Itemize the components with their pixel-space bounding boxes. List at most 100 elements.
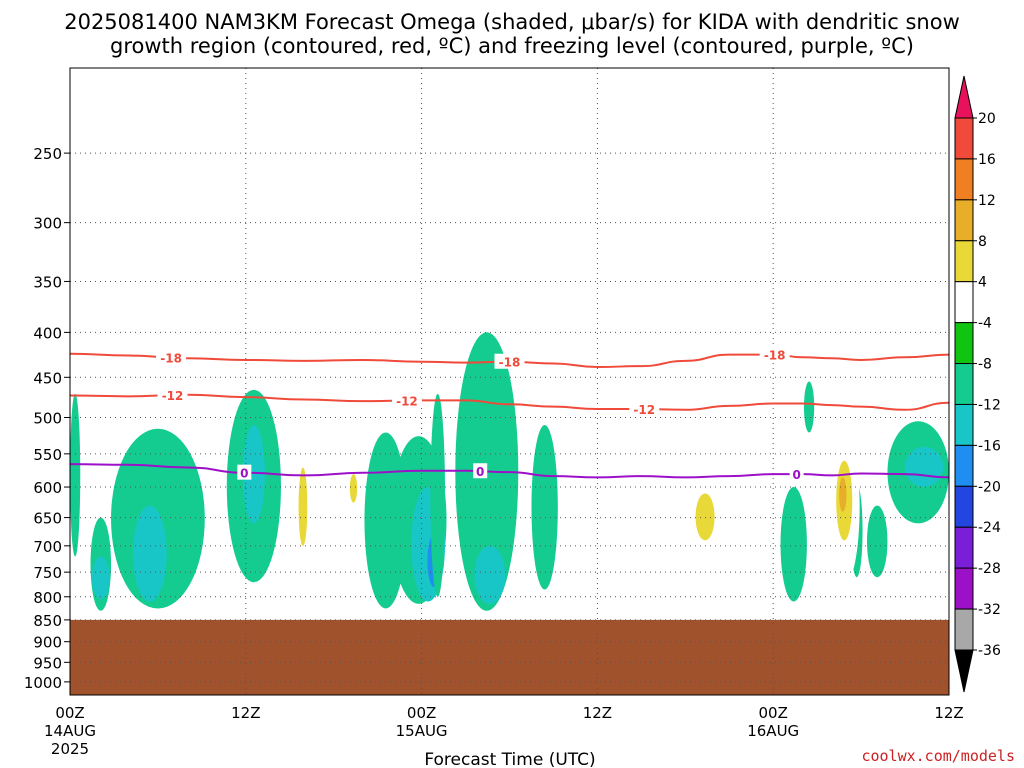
contour-label: -12 — [633, 403, 655, 417]
colorbar-swatch — [954, 608, 974, 651]
colorbar-label: -16 — [978, 438, 1001, 454]
below-ground-fill — [70, 619, 949, 695]
colorbar-swatch — [954, 240, 974, 283]
colorbar-swatch — [954, 567, 974, 610]
contour-line — [69, 393, 950, 411]
contour-line — [69, 463, 950, 479]
x-tick-label: 00Z — [759, 704, 788, 722]
colorbar-label: 4 — [978, 275, 987, 291]
contour-label: -18 — [160, 351, 182, 365]
y-tick-label: 500 — [33, 409, 62, 427]
contour-label: 0 — [240, 467, 248, 481]
omega-region — [330, 556, 337, 568]
colorbar-label: -8 — [978, 357, 992, 373]
contour-label-background — [789, 466, 804, 482]
x-axis-label: Forecast Time (UTC) — [424, 750, 595, 768]
x-tick-label: 00Z — [407, 704, 436, 722]
x-tick-year: 2025 — [51, 740, 89, 758]
colorbar-swatch — [954, 322, 974, 365]
y-axis-tick-labels: 250 300 350 400 450 500 550 600 650 700 750 800 850 9… — [24, 145, 70, 692]
chart-title-line-2: growth region (contoured, red, ºC) and f… — [110, 34, 914, 58]
omega-region — [531, 425, 558, 590]
x-tick-date: 14AUG — [44, 722, 96, 740]
chart-title-line-1: 2025081400 NAM3KM Forecast Omega (shaded… — [64, 10, 960, 34]
colorbar-swatch — [954, 485, 974, 528]
y-tick-label: 250 — [33, 145, 62, 163]
contour-label: 0 — [476, 465, 484, 479]
colorbar-label: -12 — [978, 397, 1001, 413]
colorbar-label: -36 — [978, 643, 1001, 659]
y-tick-label: 400 — [33, 324, 62, 342]
contour-label-background — [157, 387, 188, 403]
colorbar-label: 16 — [978, 152, 996, 168]
y-tick-label: 750 — [33, 564, 62, 582]
y-tick-label: 550 — [33, 446, 62, 464]
contour-label-background — [494, 353, 525, 369]
colorbar-label: 20 — [978, 111, 996, 127]
contour-label: -18 — [499, 356, 521, 370]
x-tick-label: 12Z — [231, 704, 260, 722]
contour-label-background — [156, 349, 187, 365]
colorbar-label: 12 — [978, 193, 996, 209]
omega-region — [866, 505, 888, 578]
contour-label-background — [473, 463, 488, 479]
x-tick-date: 16AUG — [747, 722, 799, 740]
y-tick-label: 650 — [33, 510, 62, 528]
contour-label-background — [629, 401, 660, 417]
y-tick-label: 950 — [33, 654, 62, 672]
colorbar: 20 16 12 8 4 -4 -8 -12 -16 -20 -24 -28 -32 -36 — [954, 75, 1001, 693]
colorbar-label: -32 — [978, 602, 1001, 618]
omega-region — [74, 209, 88, 347]
colorbar-top-arrow — [954, 75, 974, 119]
temperature-contours: -18 -18 -18 -12 -12 -12 0 0 0 — [69, 346, 950, 482]
x-tick-label: 12Z — [583, 704, 612, 722]
contour-label: -18 — [764, 349, 786, 363]
omega-region — [780, 487, 807, 602]
plot-area: -18 -18 -18 -12 -12 -12 0 0 0 — [69, 67, 950, 696]
x-tick-label: 00Z — [55, 704, 84, 722]
contour-label: 0 — [792, 468, 800, 482]
y-tick-label: 350 — [33, 273, 62, 291]
omega-region — [474, 545, 506, 604]
omega-region — [70, 393, 81, 557]
colorbar-swatch — [954, 199, 974, 242]
omega-region — [803, 381, 815, 433]
omega-region — [138, 275, 155, 328]
colorbar-swatch — [954, 444, 974, 487]
y-tick-label: 800 — [33, 589, 62, 607]
colorbar-label: -4 — [978, 316, 992, 332]
omega-region — [298, 467, 308, 546]
colorbar-swatch — [954, 363, 974, 405]
omega-region — [132, 505, 167, 602]
colorbar-swatch — [954, 403, 974, 446]
omega-region — [242, 425, 265, 524]
contour-label: -12 — [162, 389, 184, 403]
omega-region — [99, 381, 103, 422]
contour-label-background — [237, 464, 252, 480]
colorbar-label: -24 — [978, 520, 1001, 536]
y-tick-label: 900 — [33, 634, 62, 652]
omega-region — [905, 446, 944, 488]
omega-region — [91, 556, 110, 600]
credit-text: coolwx.com/models — [861, 747, 1015, 765]
colorbar-label: -28 — [978, 561, 1001, 577]
omega-region — [430, 393, 446, 597]
y-tick-label: 300 — [33, 215, 62, 233]
colorbar-label: 8 — [978, 234, 987, 250]
plot-frame — [69, 67, 950, 696]
colorbar-swatch — [954, 281, 974, 324]
y-tick-label: 850 — [33, 612, 62, 630]
y-tick-label: 450 — [33, 369, 62, 387]
colorbar-swatch — [954, 117, 974, 160]
y-tick-label: 600 — [33, 479, 62, 497]
colorbar-label: -20 — [978, 479, 1001, 495]
omega-region — [349, 474, 358, 503]
contour-label: -12 — [396, 395, 418, 409]
colorbar-swatch — [954, 158, 974, 201]
y-tick-label: 700 — [33, 538, 62, 556]
colorbar-bottom-arrow — [954, 649, 974, 693]
y-tick-label: 1000 — [24, 674, 62, 692]
x-tick-label: 12Z — [934, 704, 963, 722]
